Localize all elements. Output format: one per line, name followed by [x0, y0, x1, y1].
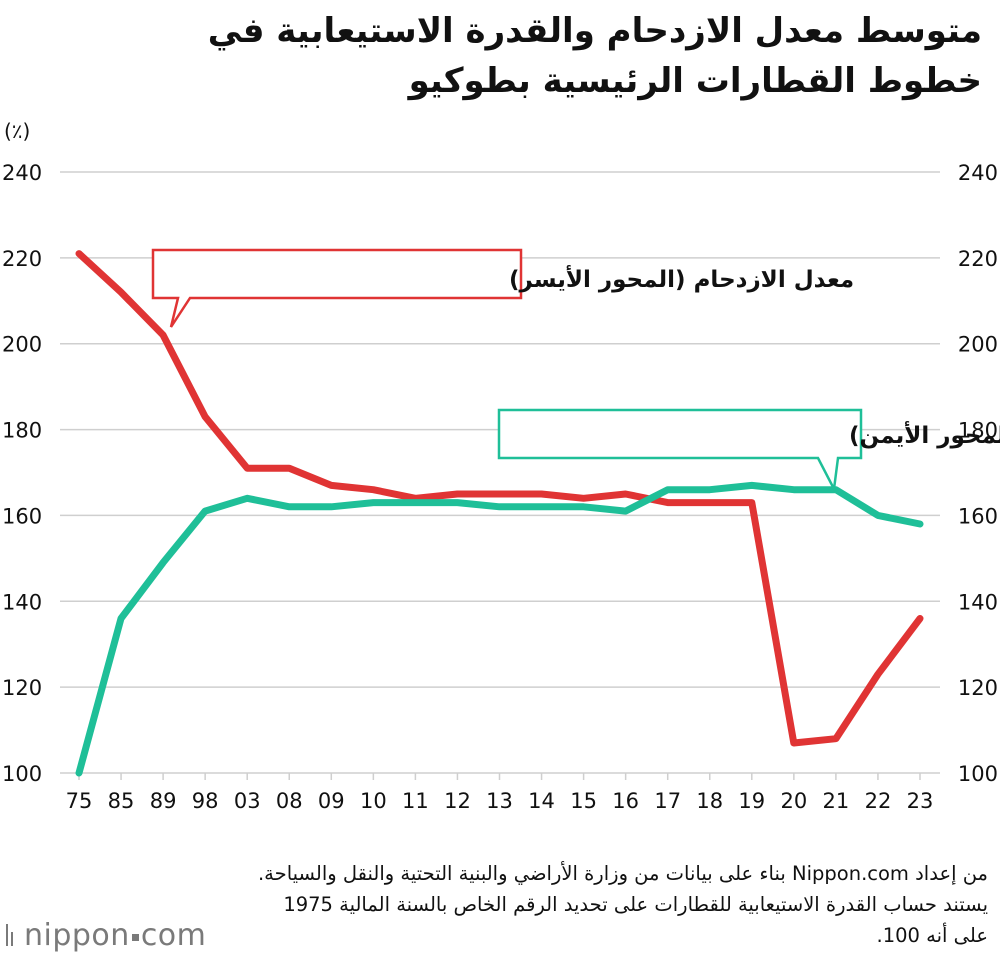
line-chart: (٪) 100 120 140 160 180 200 220 240 100 120 140 16… — [2, 119, 1000, 813]
logo-text: nippon — [24, 918, 130, 953]
x-tick-18: 18 — [696, 789, 723, 813]
congestion-point-20 — [793, 742, 795, 744]
y-tick-left-240: 240 — [2, 161, 42, 185]
congestion-point-16 — [625, 493, 627, 495]
y-tick-right-180: 180 — [958, 419, 998, 443]
congestion-point-17 — [667, 502, 669, 504]
capacity-point-15 — [583, 506, 585, 508]
chart-title: متوسط معدل الازدحام والقدرة الاستيعابية … — [207, 11, 982, 101]
capacity-point-23 — [919, 523, 921, 525]
x-tick-21: 21 — [823, 789, 850, 813]
x-tick-13: 13 — [486, 789, 513, 813]
x-tick-03: 03 — [234, 789, 261, 813]
capacity-point-85 — [120, 617, 122, 619]
capacity-point-19 — [751, 484, 753, 486]
congestion-point-22 — [877, 673, 879, 675]
series-line-congestion — [75, 250, 924, 747]
congestion-point-85 — [120, 291, 122, 293]
capacity-point-03 — [246, 497, 248, 499]
x-tick-11: 11 — [402, 789, 429, 813]
capacity-point-17 — [667, 489, 669, 491]
capacity-point-20 — [793, 489, 795, 491]
congestion-point-14 — [541, 493, 543, 495]
y-tick-right-120: 120 — [958, 676, 998, 700]
capacity-point-14 — [541, 506, 543, 508]
congestion-point-10 — [372, 489, 374, 491]
x-tick-89: 89 — [150, 789, 177, 813]
capacity-point-10 — [372, 502, 374, 504]
congestion-point-98 — [204, 416, 206, 418]
congestion-point-12 — [456, 493, 458, 495]
congestion-point-18 — [709, 502, 711, 504]
capacity-point-11 — [414, 502, 416, 504]
y-axis-unit-label: (٪) — [4, 119, 30, 143]
legend-label-congestion: معدل الازدحام (المحور الأيسر) — [509, 264, 854, 293]
x-tick-10: 10 — [360, 789, 387, 813]
y-tick-right-160: 160 — [958, 504, 998, 528]
capacity-point-12 — [456, 502, 458, 504]
x-tick-16: 16 — [612, 789, 639, 813]
source-footnote: من إعداد Nippon.com بناء على بيانات من و… — [257, 862, 988, 947]
congestion-point-11 — [414, 497, 416, 499]
y-tick-left-140: 140 — [2, 590, 42, 614]
y-tick-right-200: 200 — [958, 333, 998, 357]
congestion-point-75 — [78, 253, 80, 255]
x-tick-85: 85 — [108, 789, 135, 813]
x-tick-15: 15 — [570, 789, 597, 813]
x-tick-14: 14 — [528, 789, 555, 813]
legend-callout-capacity: سعة القطارات (المحور الأيمن) — [497, 408, 1000, 494]
logo-mark-icon — [6, 919, 16, 954]
y-tick-left-220: 220 — [2, 247, 42, 271]
capacity-point-89 — [162, 562, 164, 564]
y-tick-right-100: 100 — [958, 762, 998, 786]
x-tick-12: 12 — [444, 789, 471, 813]
congestion-point-21 — [835, 738, 837, 740]
x-tick-09: 09 — [318, 789, 345, 813]
congestion-point-03 — [246, 467, 248, 469]
congestion-point-89 — [162, 334, 164, 336]
capacity-point-75 — [78, 772, 80, 774]
congestion-point-19 — [751, 502, 753, 504]
y-tick-left-200: 200 — [2, 333, 42, 357]
capacity-point-18 — [709, 489, 711, 491]
y-tick-left-120: 120 — [2, 676, 42, 700]
congestion-point-23 — [919, 617, 921, 619]
capacity-point-98 — [204, 510, 206, 512]
capacity-point-22 — [877, 514, 879, 516]
y-tick-left-180: 180 — [2, 419, 42, 443]
x-tick-08: 08 — [276, 789, 303, 813]
x-tick-17: 17 — [654, 789, 681, 813]
capacity-point-21 — [835, 489, 837, 491]
capacity-point-08 — [288, 506, 290, 508]
congestion-point-09 — [330, 484, 332, 486]
y-tick-left-100: 100 — [2, 762, 42, 786]
x-tick-19: 19 — [738, 789, 765, 813]
congestion-point-08 — [288, 467, 290, 469]
y-tick-right-140: 140 — [958, 590, 998, 614]
y-tick-right-220: 220 — [958, 247, 998, 271]
logo-suffix: com — [140, 918, 207, 953]
x-tick-22: 22 — [865, 789, 892, 813]
y-tick-right-240: 240 — [958, 161, 998, 185]
y-tick-left-160: 160 — [2, 504, 42, 528]
capacity-point-09 — [330, 506, 332, 508]
capacity-point-16 — [625, 510, 627, 512]
congestion-point-15 — [583, 497, 585, 499]
legend-callout-congestion: معدل الازدحام (المحور الأيسر) — [151, 248, 854, 328]
x-tick-75: 75 — [66, 789, 93, 813]
x-tick-23: 23 — [907, 789, 934, 813]
x-tick-20: 20 — [780, 789, 807, 813]
congestion-point-13 — [499, 493, 500, 495]
legend-label-capacity: سعة القطارات (المحور الأيمن) — [849, 420, 1000, 449]
nippon-logo: nippon com — [6, 918, 206, 954]
capacity-point-13 — [499, 506, 500, 508]
x-tick-98: 98 — [192, 789, 219, 813]
